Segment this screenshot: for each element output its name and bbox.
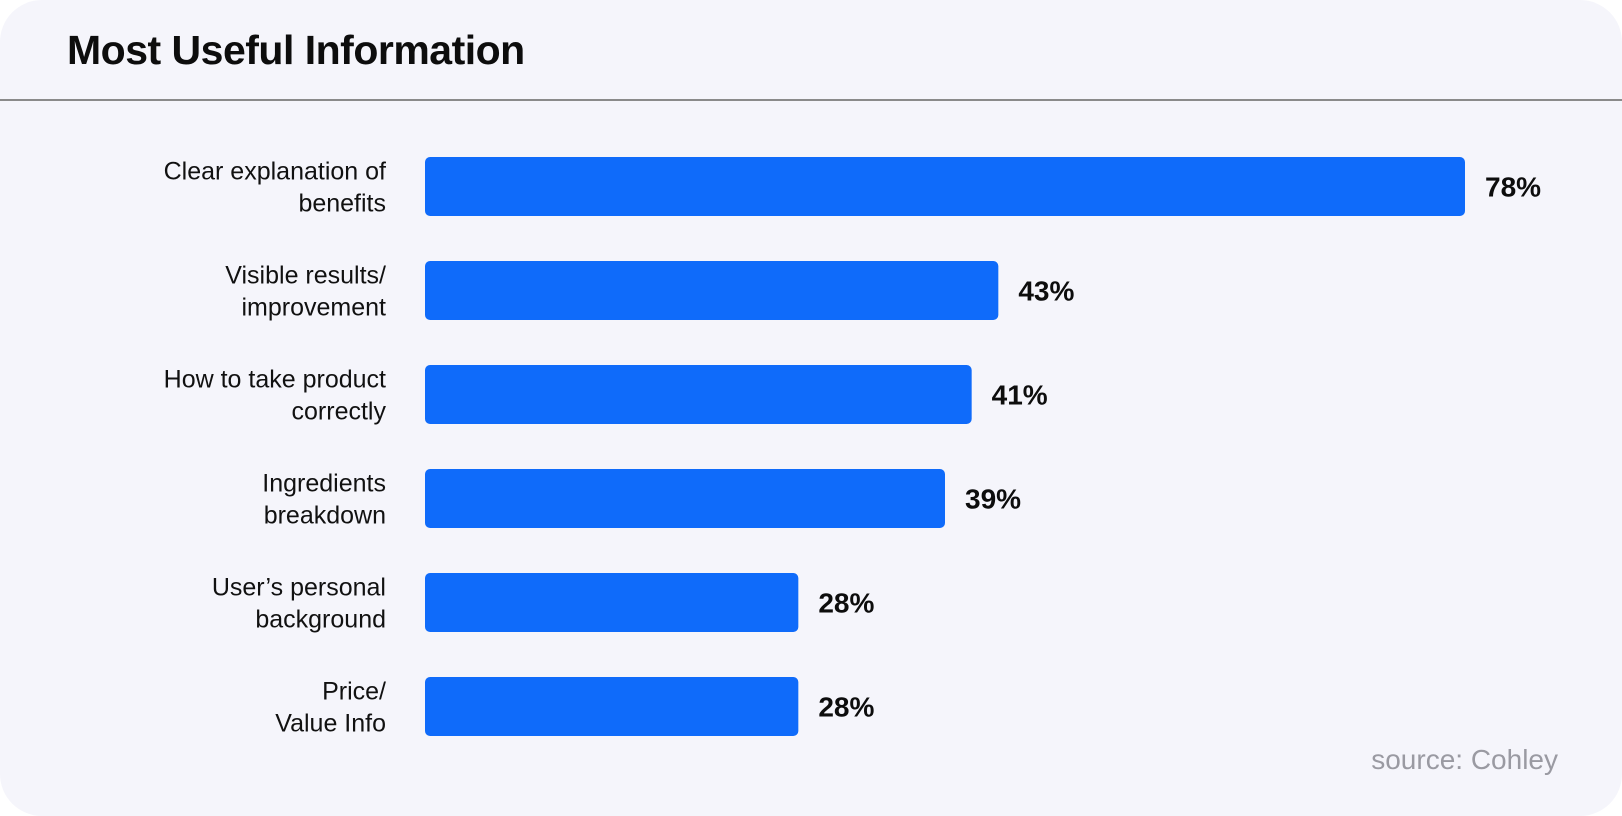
category-label-line: Value Info bbox=[275, 710, 386, 738]
bar bbox=[425, 157, 1465, 216]
category-label-line: Visible results/ bbox=[225, 262, 386, 290]
chart-title: Most Useful Information bbox=[67, 27, 525, 73]
category-label-line: improvement bbox=[242, 294, 387, 322]
category-label-line: Price/ bbox=[322, 678, 386, 706]
category-label-line: Ingredients bbox=[262, 470, 386, 498]
category-label: User’s personal background bbox=[212, 574, 386, 634]
category-label-line: breakdown bbox=[264, 502, 386, 530]
bar bbox=[425, 469, 945, 528]
bar-value-label: 78% bbox=[1485, 172, 1541, 203]
source-note: source: Cohley bbox=[1371, 744, 1558, 775]
category-label-line: background bbox=[255, 606, 386, 634]
bar bbox=[425, 677, 799, 736]
bar-value-label: 28% bbox=[818, 588, 874, 619]
category-label-line: Clear explanation of bbox=[164, 158, 386, 186]
bar bbox=[425, 573, 799, 632]
category-label: How to take product correctly bbox=[164, 366, 387, 426]
bar bbox=[425, 365, 972, 424]
category-label-line: User’s personal bbox=[212, 574, 386, 602]
category-label-line: How to take product bbox=[164, 366, 386, 394]
bar-value-label: 43% bbox=[1018, 276, 1074, 307]
bar bbox=[425, 261, 999, 320]
category-label-line: benefits bbox=[298, 190, 386, 218]
category-label: Visible results/improvement bbox=[225, 262, 386, 322]
title-divider bbox=[0, 99, 1622, 101]
category-label-line: correctly bbox=[292, 398, 387, 426]
bar-value-label: 28% bbox=[818, 692, 874, 723]
category-label: Clear explanation of benefits bbox=[164, 158, 386, 218]
bar-value-label: 41% bbox=[992, 380, 1048, 411]
bar-value-label: 39% bbox=[965, 484, 1021, 515]
category-label: Price/Value Info bbox=[275, 678, 386, 738]
category-label: Ingredients breakdown bbox=[262, 470, 386, 530]
